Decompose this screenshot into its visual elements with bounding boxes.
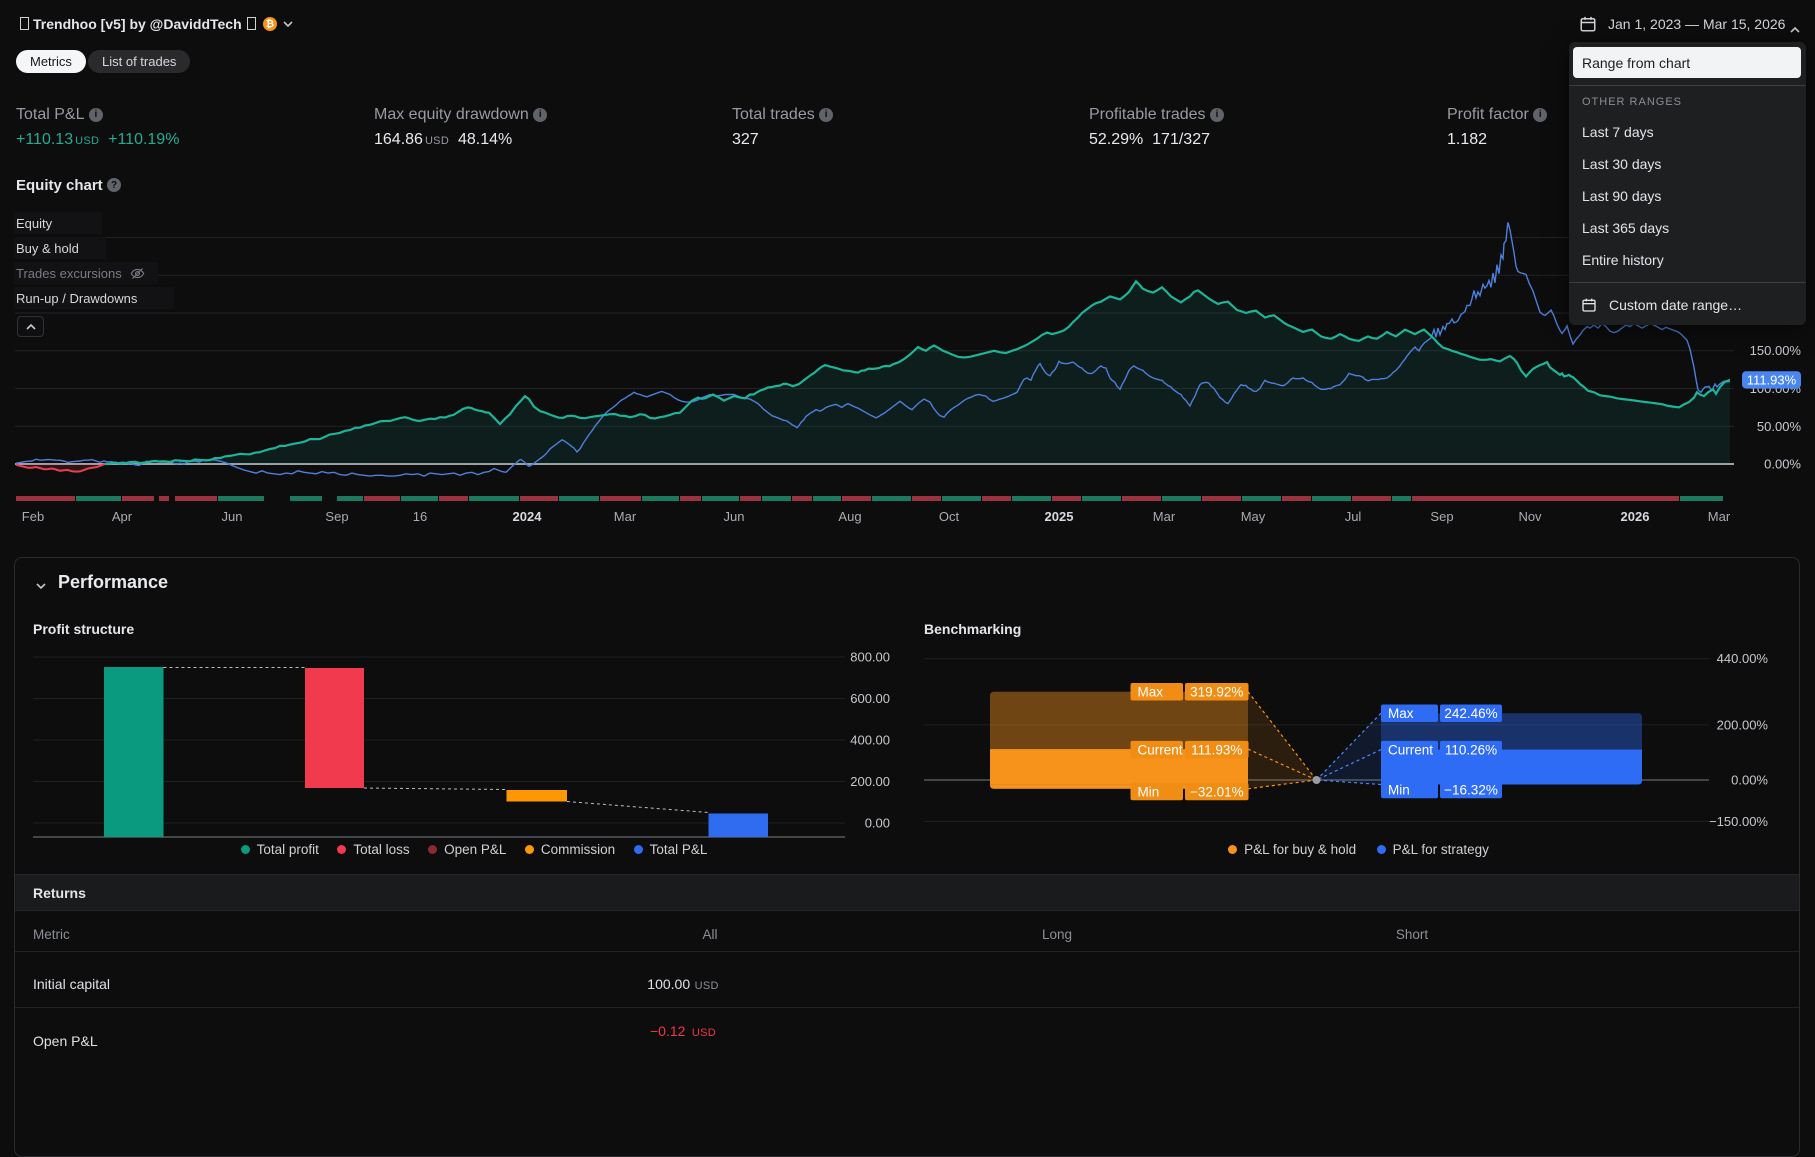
svg-text:150.00%: 150.00%: [1750, 343, 1802, 358]
svg-text:200.00%: 200.00%: [1717, 717, 1769, 732]
svg-text:Mar: Mar: [614, 509, 637, 524]
svg-text:242.46%: 242.46%: [1444, 706, 1497, 721]
svg-text:Nov: Nov: [1518, 509, 1542, 524]
svg-text:111.93%: 111.93%: [1747, 372, 1797, 387]
svg-text:0.00%: 0.00%: [1764, 457, 1801, 472]
svg-text:200.00: 200.00: [850, 774, 890, 789]
svg-text:440.00%: 440.00%: [1717, 651, 1769, 666]
svg-text:2026: 2026: [1621, 509, 1650, 524]
svg-text:0.00: 0.00: [865, 816, 890, 831]
svg-text:Mar: Mar: [1153, 509, 1176, 524]
svg-text:Jul: Jul: [1345, 509, 1362, 524]
svg-text:319.92%: 319.92%: [1190, 685, 1243, 700]
svg-text:Sep: Sep: [1430, 509, 1453, 524]
svg-text:Aug: Aug: [838, 509, 861, 524]
svg-text:−32.01%: −32.01%: [1190, 784, 1244, 799]
svg-text:Apr: Apr: [112, 509, 133, 524]
svg-text:16: 16: [413, 509, 427, 524]
svg-text:Max: Max: [1388, 706, 1414, 721]
svg-text:Min: Min: [1138, 784, 1160, 799]
svg-text:110.26%: 110.26%: [1445, 742, 1497, 757]
svg-text:Jun: Jun: [724, 509, 745, 524]
svg-text:Oct: Oct: [939, 509, 960, 524]
svg-text:Mar: Mar: [1708, 509, 1731, 524]
svg-text:Min: Min: [1388, 782, 1410, 797]
svg-text:2024: 2024: [513, 509, 543, 524]
svg-text:600.00: 600.00: [850, 691, 890, 706]
svg-text:111.93%: 111.93%: [1191, 742, 1242, 757]
svg-text:0.00%: 0.00%: [1731, 773, 1768, 788]
svg-text:May: May: [1241, 509, 1266, 524]
svg-text:50.00%: 50.00%: [1757, 419, 1802, 434]
svg-text:Current: Current: [1388, 742, 1433, 757]
svg-text:Sep: Sep: [325, 509, 348, 524]
svg-text:800.00: 800.00: [850, 650, 890, 665]
svg-text:Current: Current: [1138, 742, 1183, 757]
svg-text:Max: Max: [1138, 685, 1164, 700]
svg-text:400.00: 400.00: [850, 733, 890, 748]
svg-text:−150.00%: −150.00%: [1709, 814, 1768, 829]
svg-text:Jun: Jun: [222, 509, 243, 524]
svg-text:−16.32%: −16.32%: [1444, 782, 1498, 797]
svg-text:Feb: Feb: [22, 509, 44, 524]
svg-text:2025: 2025: [1045, 509, 1074, 524]
